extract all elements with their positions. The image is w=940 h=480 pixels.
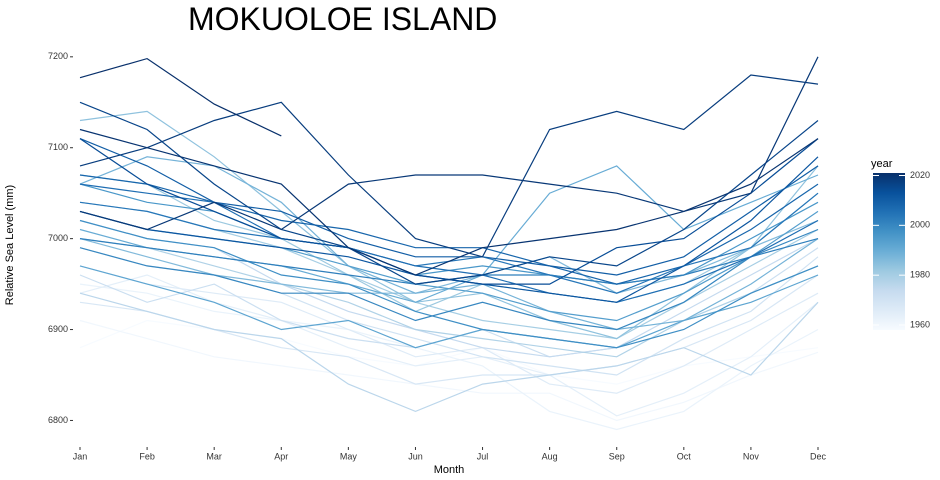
x-tick-label: Nov xyxy=(743,451,760,461)
series-line xyxy=(79,247,819,358)
x-tick-label: Aug xyxy=(542,451,558,461)
y-axis-title: Relative Sea Level (mm) xyxy=(4,185,16,305)
series-line xyxy=(79,74,819,258)
series-line xyxy=(79,265,819,394)
y-tick-label: 6800 xyxy=(48,415,68,425)
series-line xyxy=(79,219,819,294)
y-tick-label: 7100 xyxy=(48,142,68,152)
series-line xyxy=(79,101,819,285)
series-line xyxy=(79,165,819,303)
series-line xyxy=(79,138,819,276)
x-tick-label: May xyxy=(340,451,358,461)
x-tick-label: Dec xyxy=(810,451,827,461)
series-line xyxy=(79,238,819,358)
x-tick-label: Jan xyxy=(73,451,88,461)
color-bar xyxy=(873,173,905,330)
x-tick-label: Jul xyxy=(477,451,489,461)
series-line xyxy=(79,156,819,331)
y-tick-label: 6900 xyxy=(48,324,68,334)
color-tick-label: 2020 xyxy=(910,170,930,180)
series-line xyxy=(79,219,819,349)
series-line xyxy=(79,57,282,137)
legend-title: year xyxy=(871,158,893,170)
series-line xyxy=(79,183,819,303)
x-tick-label: Sep xyxy=(609,451,625,461)
color-tick-label: 2000 xyxy=(910,220,930,230)
x-tick-label: Feb xyxy=(139,451,155,461)
series-line xyxy=(79,283,819,431)
y-tick-label: 7200 xyxy=(48,51,68,61)
series-line xyxy=(79,174,819,285)
series-line xyxy=(79,319,819,422)
color-tick-label: 1980 xyxy=(910,270,930,280)
x-tick-label: Jun xyxy=(408,451,423,461)
x-axis-title: Month xyxy=(434,464,465,476)
series-line xyxy=(79,56,819,231)
x-tick-label: Mar xyxy=(206,451,222,461)
y-tick-label: 7000 xyxy=(48,233,68,243)
series-line xyxy=(79,110,819,340)
series-line xyxy=(79,274,819,417)
x-tick-label: Apr xyxy=(274,451,288,461)
chart-title: MOKUOLOE ISLAND xyxy=(188,1,497,37)
series-line xyxy=(79,292,819,413)
series-line xyxy=(79,228,819,331)
x-tick-label: Oct xyxy=(677,451,692,461)
series-line xyxy=(79,128,819,276)
series-line xyxy=(79,265,819,349)
color-tick-label: 1960 xyxy=(910,319,930,329)
